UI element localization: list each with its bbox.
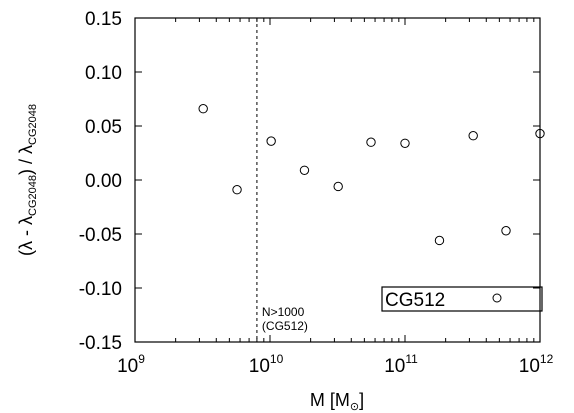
- x-tick-label-exp-0: 9: [138, 352, 145, 366]
- y-axis-label-s1: CG2048: [27, 175, 39, 216]
- y-axis-label: (λ - λCG2048) / λCG2048: [16, 104, 39, 256]
- y-tick-label-2: 0.05: [85, 117, 122, 138]
- plot-frame: [134, 17, 541, 343]
- x-tick-label-base-0: 10: [117, 356, 138, 377]
- data-point-8: [468, 131, 478, 141]
- data-point-5: [366, 137, 376, 147]
- x-axis-label-sub: ⊙: [350, 401, 359, 413]
- y-tick-label-0: 0.15: [85, 9, 122, 30]
- threshold-label-line1: N>1000: [262, 305, 305, 319]
- x-axis-label-main: M [M: [310, 390, 350, 410]
- data-point-6: [400, 138, 410, 148]
- x-tick-label-base-2: 10: [384, 356, 405, 377]
- legend-label: CG512: [385, 290, 445, 311]
- x-tick-label-2: 1011: [384, 352, 418, 377]
- x-axis-ticks: 109 1010 1011 1012: [117, 18, 554, 377]
- x-tick-label-base-3: 10: [519, 356, 540, 377]
- legend-box: [381, 286, 543, 312]
- data-point-4: [333, 181, 343, 192]
- data-point-9: [501, 226, 511, 236]
- x-axis-label: M [M⊙]: [310, 390, 364, 413]
- data-point-2: [266, 136, 276, 146]
- x-tick-label-1: 1010: [249, 352, 284, 377]
- y-axis-label-s2: CG2048: [27, 104, 39, 145]
- x-tick-label-0: 109: [117, 352, 145, 377]
- threshold-label-line2: (CG512): [262, 319, 308, 333]
- data-point-7: [434, 235, 445, 246]
- y-tick-label-1: 0.10: [85, 63, 122, 84]
- y-tick-label-5: -0.10: [79, 279, 122, 300]
- threshold-line-group: N>1000 (CG512): [256, 18, 308, 342]
- x-tick-label-base-1: 10: [249, 356, 270, 377]
- x-axis-label-close: ]: [359, 390, 364, 410]
- data-point-3: [299, 165, 310, 175]
- y-axis-label-p1: (λ - λ: [16, 216, 36, 256]
- x-tick-label-3: 1012: [519, 352, 554, 377]
- y-tick-label-4: -0.05: [79, 225, 122, 246]
- legend-marker: [492, 293, 502, 303]
- y-tick-label-6: -0.15: [79, 333, 122, 354]
- data-points: [198, 104, 545, 246]
- x-tick-label-exp-2: 11: [405, 352, 418, 366]
- x-tick-label-exp-1: 10: [270, 352, 284, 366]
- y-axis-label-p2: ) / λ: [16, 145, 36, 175]
- y-axis-ticks: 0.15 0.10 0.05 0.00 -0.05 -0.10 -0.15: [79, 9, 540, 354]
- x-tick-label-exp-3: 12: [540, 352, 554, 366]
- data-point-0: [198, 104, 208, 114]
- data-point-1: [232, 185, 242, 195]
- legend: CG512: [381, 286, 543, 312]
- y-tick-label-3: 0.00: [85, 171, 122, 192]
